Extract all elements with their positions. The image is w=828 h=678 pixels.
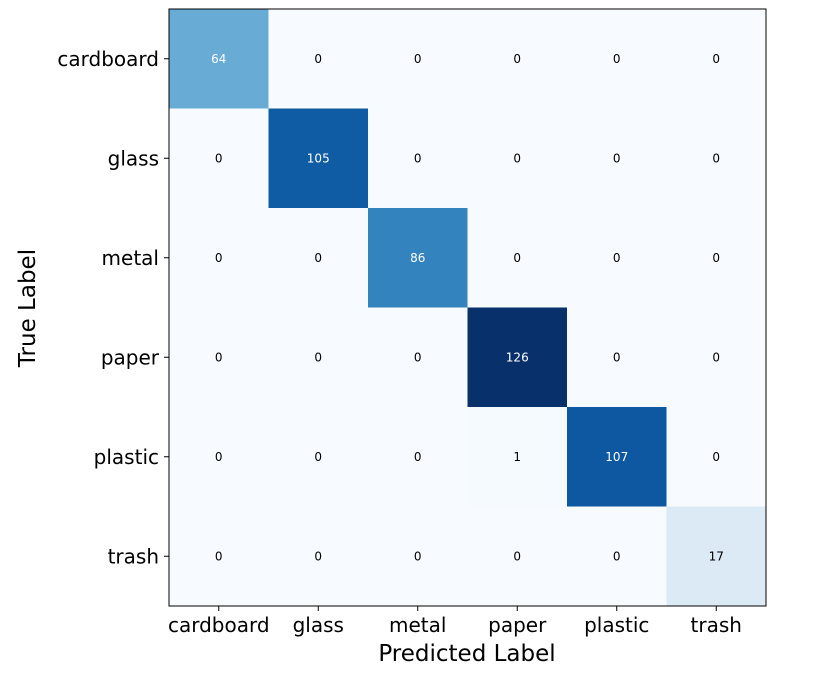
heatmap-cell <box>368 506 468 607</box>
y-tick-label: paper <box>101 345 160 369</box>
cell-value-label: 17 <box>709 549 724 563</box>
heatmap-cell <box>666 108 767 209</box>
cell-value-label: 0 <box>613 251 621 265</box>
cell-value-label: 0 <box>215 350 223 364</box>
cell-value-label: 0 <box>613 549 621 563</box>
cell-value-label: 105 <box>307 151 330 165</box>
x-axis-ticks: cardboard glass metal paper plastic trash <box>168 606 742 637</box>
heatmap-cell <box>567 208 667 308</box>
heatmap-cell <box>268 307 369 408</box>
x-tick-label: cardboard <box>168 613 270 637</box>
heatmap-cell <box>666 506 767 607</box>
cell-value-label: 86 <box>410 251 425 265</box>
heatmap-cell <box>169 208 269 308</box>
heatmap-cell <box>169 9 269 109</box>
cell-value-label: 0 <box>314 450 322 464</box>
cell-value-label: 0 <box>314 549 322 563</box>
cell-value-label: 0 <box>513 549 521 563</box>
heatmap-cell <box>368 407 468 507</box>
plot-frame <box>168 8 767 607</box>
heatmap-cell <box>268 208 369 308</box>
heatmap-cell <box>169 506 269 607</box>
cell-value-label: 0 <box>414 450 422 464</box>
y-axis-title: True Label <box>15 249 41 368</box>
heatmap-cell <box>666 307 767 408</box>
heatmap-cell <box>268 407 369 507</box>
heatmap-cell <box>567 407 667 507</box>
cell-value-label: 0 <box>712 251 720 265</box>
cell-value-label: 0 <box>414 151 422 165</box>
cell-value-label: 0 <box>613 52 621 66</box>
cell-value-label: 107 <box>605 450 628 464</box>
cell-value-label: 0 <box>712 151 720 165</box>
cell-value-label: 0 <box>513 52 521 66</box>
heatmap-cell <box>666 9 767 109</box>
cell-value-label: 0 <box>314 350 322 364</box>
heatmap-cell <box>567 307 667 408</box>
y-tick-label: metal <box>102 246 159 270</box>
heatmap-cell <box>169 407 269 507</box>
cell-value-label: 0 <box>414 549 422 563</box>
cell-value-label: 0 <box>414 350 422 364</box>
heatmap-cell <box>368 208 468 308</box>
cell-value-label: 0 <box>613 350 621 364</box>
heatmap-cell <box>467 506 568 607</box>
cell-value-label: 0 <box>215 251 223 265</box>
cell-value-label: 0 <box>513 251 521 265</box>
cell-value-label: 126 <box>506 350 529 364</box>
heatmap-cell <box>169 108 269 209</box>
heatmap-cell <box>467 9 568 109</box>
heatmap-cell <box>567 9 667 109</box>
heatmap-cell <box>467 208 568 308</box>
cell-value-labels: 64 0 0 0 0 0 0 105 0 0 0 0 0 0 86 0 0 0 0 0 0 126 0 0 0 0 0 1 107 0 0 0… <box>211 52 724 564</box>
x-tick-label: metal <box>389 613 446 637</box>
y-tick-label: trash <box>108 544 159 568</box>
cell-value-label: 0 <box>215 151 223 165</box>
cell-value-label: 0 <box>712 350 720 364</box>
heatmap-cells <box>169 9 767 607</box>
cell-value-label: 0 <box>712 52 720 66</box>
cell-value-label: 0 <box>613 151 621 165</box>
heatmap-cell <box>368 307 468 408</box>
x-tick-label: trash <box>691 613 742 637</box>
y-axis-ticks: cardboard glass metal paper plastic trash <box>57 47 169 568</box>
cell-value-label: 0 <box>314 52 322 66</box>
heatmap-cell <box>666 208 767 308</box>
y-tick-label: plastic <box>94 445 159 469</box>
heatmap-cell <box>567 108 667 209</box>
cell-value-label: 64 <box>211 52 226 66</box>
cell-value-label: 0 <box>712 450 720 464</box>
heatmap-cell <box>666 407 767 507</box>
cell-value-label: 1 <box>513 450 521 464</box>
heatmap-cell <box>467 407 568 507</box>
heatmap-cell <box>467 307 568 408</box>
x-tick-label: glass <box>293 613 344 637</box>
x-axis-title: Predicted Label <box>378 641 555 667</box>
cell-value-label: 0 <box>414 52 422 66</box>
heatmap-cell <box>467 108 568 209</box>
heatmap-cell <box>368 9 468 109</box>
cell-value-label: 0 <box>215 549 223 563</box>
x-tick-label: paper <box>488 613 547 637</box>
heatmap-cell <box>169 307 269 408</box>
cell-value-label: 0 <box>215 450 223 464</box>
y-tick-label: cardboard <box>57 47 159 71</box>
heatmap-cell <box>268 9 369 109</box>
heatmap-cell <box>268 506 369 607</box>
heatmap-cell <box>567 506 667 607</box>
heatmap-cell <box>368 108 468 209</box>
y-tick-label: glass <box>108 146 159 170</box>
cell-value-label: 0 <box>314 251 322 265</box>
x-tick-label: plastic <box>584 613 649 637</box>
heatmap-cell <box>268 108 369 209</box>
cell-value-label: 0 <box>513 151 521 165</box>
